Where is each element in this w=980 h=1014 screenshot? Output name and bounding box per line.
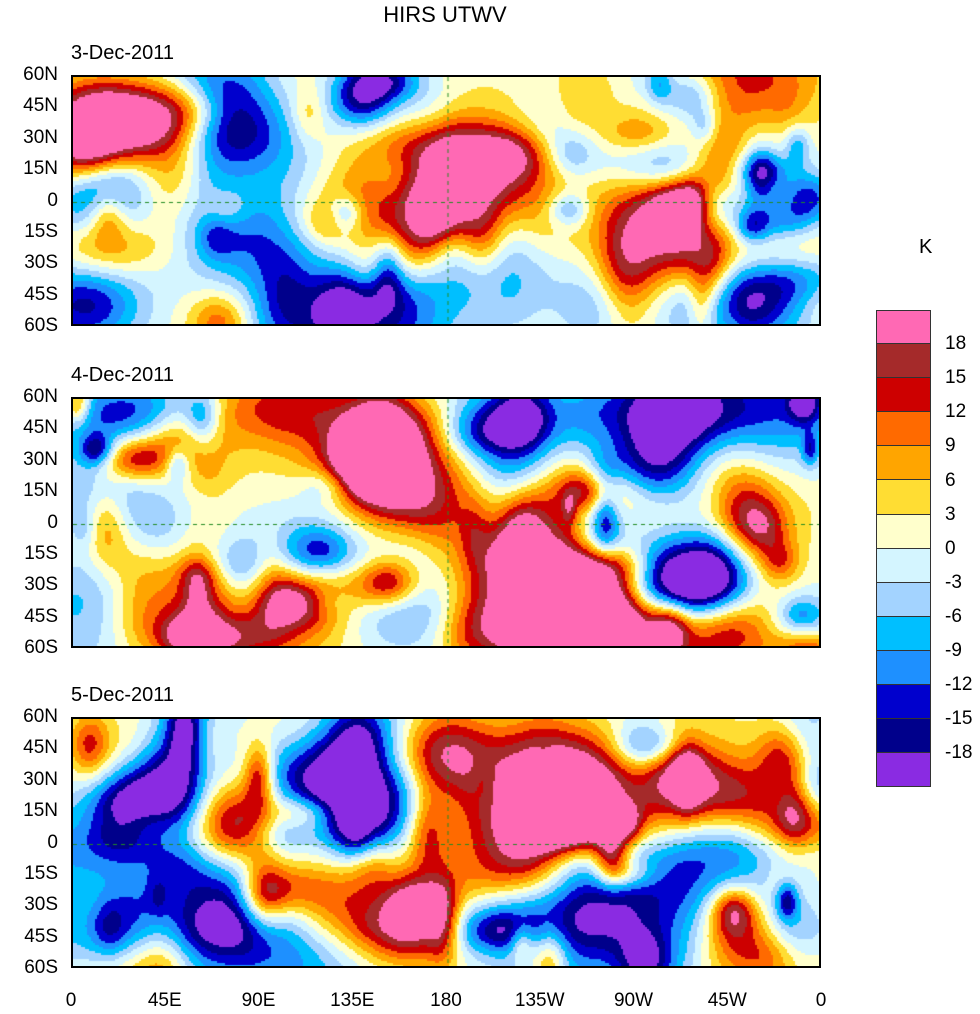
colorbar-swatch: [876, 344, 931, 379]
lon-tick-label: 90W: [613, 990, 654, 1011]
lat-tick-label: 0: [47, 831, 58, 853]
colorbar-level-label: -3: [945, 571, 962, 593]
lat-tick-label: 30S: [24, 252, 58, 274]
colorbar-unit: K: [919, 236, 933, 258]
colorbar-swatch: [876, 548, 931, 583]
lat-tick-label: 45N: [23, 417, 58, 439]
colorbar-level-label: -6: [945, 605, 962, 627]
lat-tick-label: 0: [47, 189, 58, 211]
lat-tick-label: 60N: [23, 386, 58, 407]
lat-tick-label: 45S: [24, 925, 58, 947]
lon-tick-label: 180: [430, 990, 462, 1011]
lat-tick-label: 45S: [24, 283, 58, 305]
colorbar-level-label: 3: [945, 503, 956, 525]
lon-tick-label: 45E: [147, 990, 182, 1011]
lon-tick-label: 90E: [241, 990, 276, 1011]
colorbar-swatch: [876, 719, 931, 754]
colorbar-swatch: [876, 446, 931, 481]
colorbar-level-label: 0: [945, 537, 956, 559]
map-panel: [71, 397, 821, 648]
panel-date: 5-Dec-2011: [71, 684, 175, 706]
colorbar-swatch: [876, 616, 931, 651]
lat-tick-label: 30N: [23, 768, 58, 790]
colorbar-swatch: [876, 480, 931, 515]
colorbar: [876, 310, 931, 788]
lon-tick-label: 45W: [707, 990, 747, 1011]
lat-tick-label: 15S: [24, 863, 58, 884]
map-panel: [71, 75, 821, 326]
lat-tick-label: 30N: [23, 448, 58, 470]
colorbar-swatch: [876, 685, 931, 720]
colorbar-swatch: [876, 753, 931, 788]
colorbar-level-label: -9: [945, 640, 962, 661]
colorbar-level-label: 12: [945, 401, 967, 423]
map-panel: [71, 717, 821, 968]
lat-tick-label: 0: [47, 511, 58, 533]
colorbar-level-label: 9: [945, 435, 956, 457]
colorbar-swatch: [876, 650, 931, 686]
lat-tick-label: 45S: [24, 605, 58, 627]
colorbar-swatch: [876, 378, 931, 413]
colorbar-level-label: -15: [945, 708, 973, 730]
colorbar-swatch: [876, 514, 931, 549]
colorbar-level-label: -12: [945, 674, 973, 696]
lat-tick-label: 60S: [24, 957, 58, 979]
lat-tick-label: 30S: [24, 894, 58, 916]
lon-tick-label: 135E: [330, 990, 375, 1011]
colorbar-level-label: 15: [945, 367, 967, 389]
lat-tick-label: 15S: [24, 543, 58, 564]
colorbar-level-label: -18: [945, 742, 973, 764]
lat-tick-label: 60S: [24, 315, 58, 337]
figure-title: HIRS UTWV: [383, 2, 507, 27]
anomaly-field: [73, 77, 819, 324]
lat-tick-label: 45N: [23, 95, 58, 117]
colorbar-swatch: [876, 582, 931, 617]
panel-date: 4-Dec-2011: [71, 364, 175, 386]
lat-tick-label: 60S: [24, 637, 58, 659]
lat-tick-label: 15N: [23, 480, 58, 502]
lat-tick-label: 45N: [23, 737, 58, 759]
lat-tick-label: 15S: [24, 221, 58, 242]
anomaly-field: [73, 719, 819, 966]
anomaly-field: [73, 399, 819, 646]
lat-tick-label: 15N: [23, 800, 58, 822]
lat-tick-label: 15N: [23, 158, 58, 180]
lon-tick-label: 0: [815, 990, 827, 1011]
lat-tick-label: 30N: [23, 126, 58, 148]
panel-date: 3-Dec-2011: [71, 42, 175, 64]
lat-tick-label: 60N: [23, 706, 58, 727]
colorbar-swatch: [876, 412, 931, 447]
lon-tick-label: 135W: [514, 990, 565, 1011]
lat-tick-label: 60N: [23, 64, 58, 85]
colorbar-level-label: 6: [945, 469, 956, 491]
lat-tick-label: 30S: [24, 574, 58, 596]
colorbar-swatch: [876, 310, 931, 345]
colorbar-level-label: 18: [945, 333, 967, 355]
lon-tick-label: 0: [65, 990, 77, 1011]
